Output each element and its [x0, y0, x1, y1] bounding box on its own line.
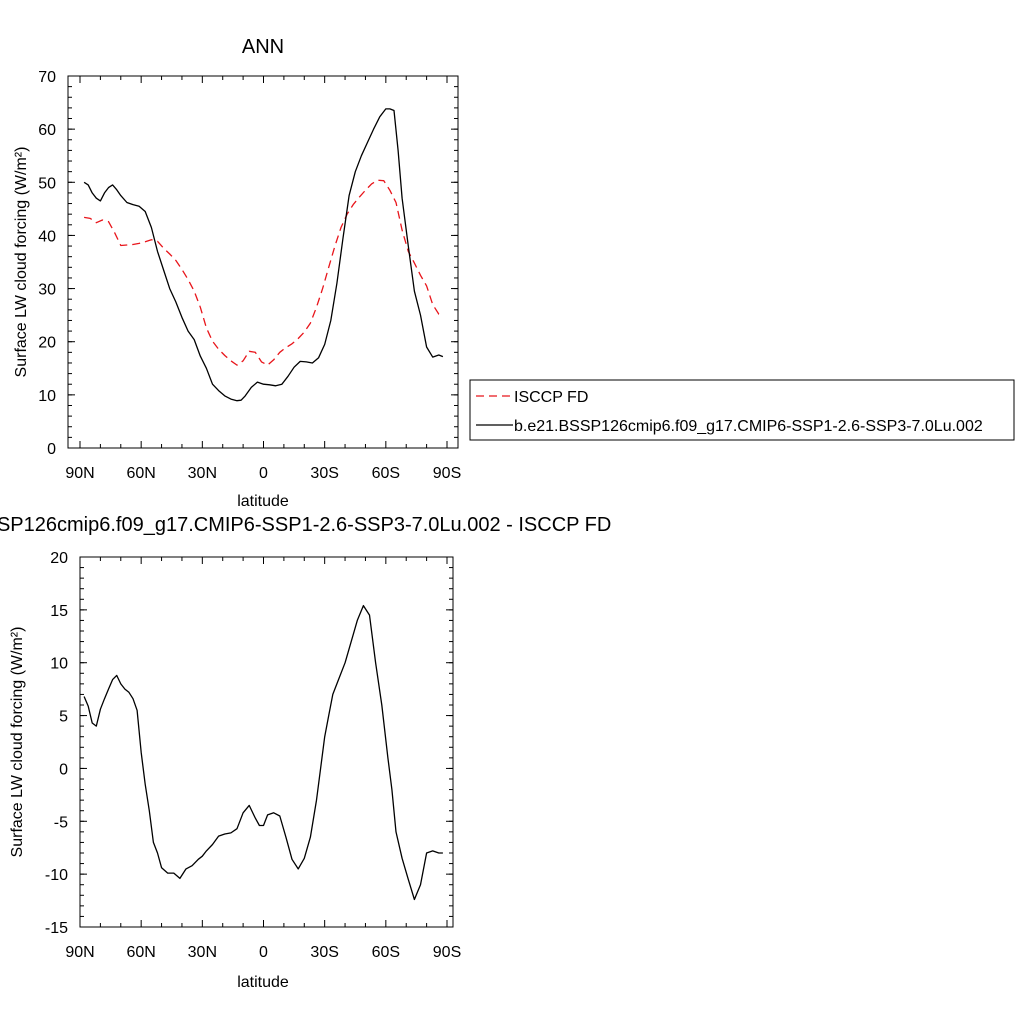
bottom-y-axis-label: Surface LW cloud forcing (W/m²) [9, 627, 26, 858]
bottom-y-tick-label: -10 [45, 867, 68, 884]
bottom-y-tick-label: 0 [59, 761, 68, 778]
top-y-tick-label: 70 [38, 69, 56, 86]
bottom-x-tick-label: 60N [126, 944, 155, 961]
top-plot-frame [67, 75, 459, 449]
legend-box [469, 379, 1015, 441]
bottom-y-tick-label: 5 [59, 709, 68, 726]
top-series-line-0 [83, 179, 444, 366]
bottom-plot-frame [79, 556, 454, 928]
top-y-axis-label: Surface LW cloud forcing (W/m²) [13, 147, 30, 378]
bottom-panel-title: b.e21.BSSP126cmip6.f09_g17.CMIP6-SSP1-2.… [0, 514, 611, 536]
legend: ISCCP FD b.e21.BSSP126cmip6.f09_g17.CMIP… [469, 379, 1015, 441]
bottom-x-tick-label: 60S [372, 944, 400, 961]
top-series-line-1 [83, 108, 444, 402]
bottom-y-tick-label: 20 [50, 550, 68, 567]
top-y-tick-label: 40 [38, 228, 56, 245]
top-x-tick-label: 60S [372, 465, 400, 482]
top-x-tick-label: 30S [310, 465, 338, 482]
bottom-y-tick-label: 10 [50, 656, 68, 673]
bottom-y-tick-label: -15 [45, 920, 68, 937]
top-y-tick-label: 50 [38, 175, 56, 192]
bottom-series-line-0 [83, 604, 443, 901]
bottom-x-tick-label: 90N [65, 944, 94, 961]
bottom-panel: b.e21.BSSP126cmip6.f09_g17.CMIP6-SSP1-2.… [0, 514, 611, 991]
bottom-x-tick-label: 90S [433, 944, 461, 961]
top-x-tick-label: 0 [259, 465, 268, 482]
top-y-tick-label: 30 [38, 282, 56, 299]
bottom-y-tick-label: -5 [54, 814, 68, 831]
top-x-ticks: 90N 60N 30N 0 30S 60S 90S [65, 76, 461, 482]
top-series-lines [83, 108, 444, 402]
top-y-tick-label: 0 [47, 441, 56, 458]
bottom-series-lines [83, 604, 443, 901]
top-panel: ANN 90N 60N 30N 0 30S 60S 90S 010203040506070 … [13, 36, 461, 510]
top-y-tick-label: 20 [38, 335, 56, 352]
top-y-tick-label: 60 [38, 122, 56, 139]
bottom-x-tick-label: 0 [259, 944, 268, 961]
bottom-x-axis-label: latitude [237, 974, 289, 991]
bottom-y-tick-label: 15 [50, 603, 68, 620]
top-panel-title: ANN [242, 36, 284, 58]
top-x-axis-label: latitude [237, 493, 289, 510]
bottom-x-tick-label: 30S [310, 944, 338, 961]
legend-entry-model: b.e21.BSSP126cmip6.f09_g17.CMIP6-SSP1-2.… [514, 418, 983, 435]
bottom-x-tick-label: 30N [188, 944, 217, 961]
top-x-tick-label: 60N [126, 465, 155, 482]
bottom-y-ticks: -15 -10 -5 0 5 10 15 20 [45, 550, 453, 937]
top-x-tick-label: 90S [433, 465, 461, 482]
bottom-x-ticks: 90N 60N 30N 0 30S 60S 90S [65, 557, 461, 961]
top-x-tick-label: 30N [188, 465, 217, 482]
legend-entry-isccp: ISCCP FD [514, 389, 588, 406]
top-x-tick-label: 90N [65, 465, 94, 482]
top-y-tick-label: 10 [38, 388, 56, 405]
top-y-ticks: 0 10 20 30 40 50 60 70 [38, 69, 458, 458]
